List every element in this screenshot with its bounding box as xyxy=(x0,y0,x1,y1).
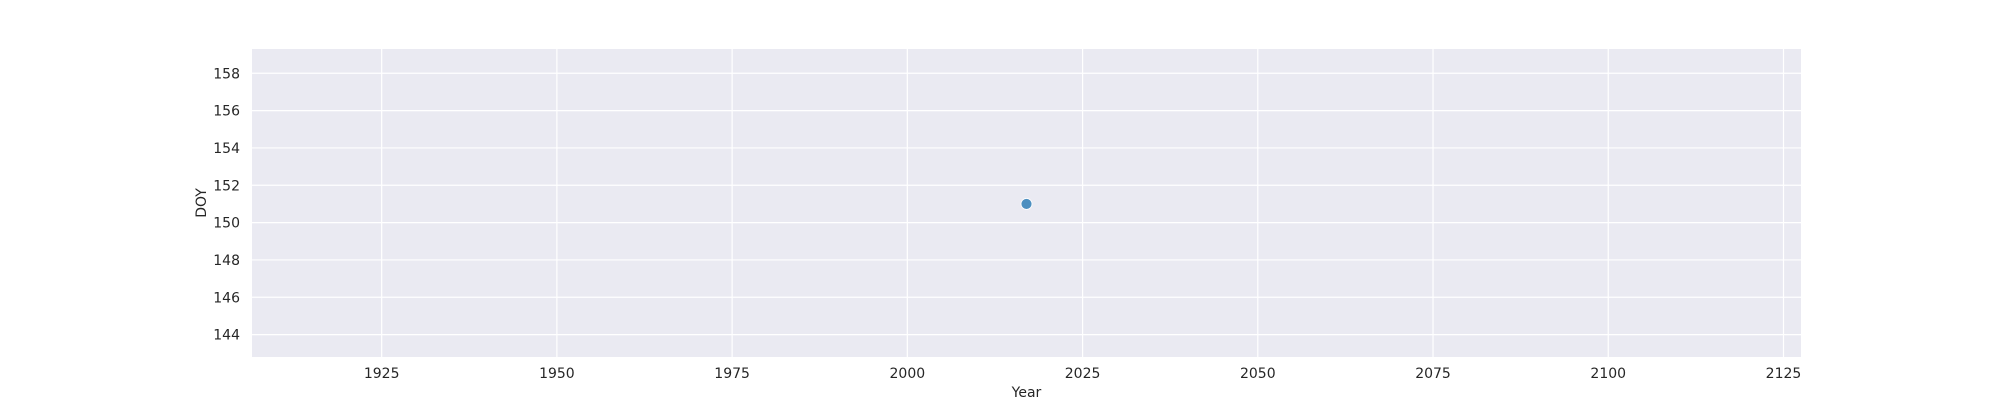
x-tick-label: 2050 xyxy=(1240,366,1276,382)
x-tick-label: 2025 xyxy=(1065,366,1101,382)
x-tick-label: 2000 xyxy=(890,366,926,382)
y-tick-label: 154 xyxy=(213,141,240,157)
y-tick-label: 148 xyxy=(213,253,240,269)
y-tick-label: 158 xyxy=(213,66,240,82)
data-point xyxy=(1020,198,1033,210)
y-tick-labels: 144 146 148 150 152 154 156 158 xyxy=(213,66,240,343)
grid xyxy=(252,49,1801,357)
y-tick-label: 150 xyxy=(213,216,240,232)
y-tick-label: 152 xyxy=(213,178,240,194)
x-tick-label: 2125 xyxy=(1766,366,1802,382)
y-axis-label: DOY xyxy=(194,188,210,218)
y-tick-label: 156 xyxy=(213,104,240,120)
x-tick-label: 1975 xyxy=(714,366,750,382)
x-tick-label: 1925 xyxy=(364,366,400,382)
y-tick-label: 144 xyxy=(213,328,240,344)
x-tick-label: 1950 xyxy=(539,366,575,382)
x-axis-label: Year xyxy=(1011,385,1042,400)
data-points xyxy=(1020,198,1033,210)
x-tick-label: 2075 xyxy=(1415,366,1451,382)
x-tick-label: 2100 xyxy=(1590,366,1626,382)
x-tick-labels: 1925 1950 1975 2000 2025 2050 2075 2100 2125 xyxy=(364,366,1801,382)
y-tick-label: 146 xyxy=(213,290,240,306)
